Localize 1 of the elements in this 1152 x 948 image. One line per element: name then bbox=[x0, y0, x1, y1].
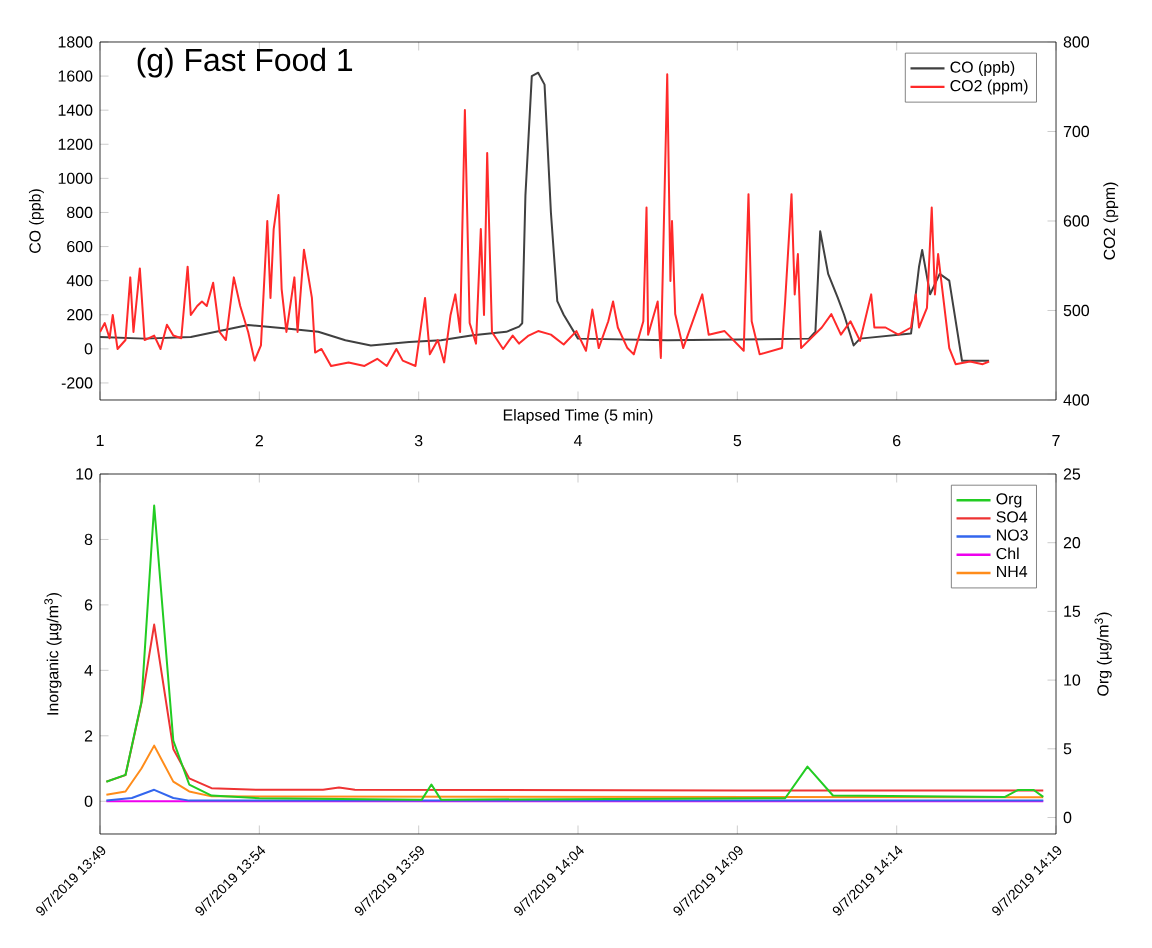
chart-title: (g) Fast Food 1 bbox=[137, 47, 353, 78]
